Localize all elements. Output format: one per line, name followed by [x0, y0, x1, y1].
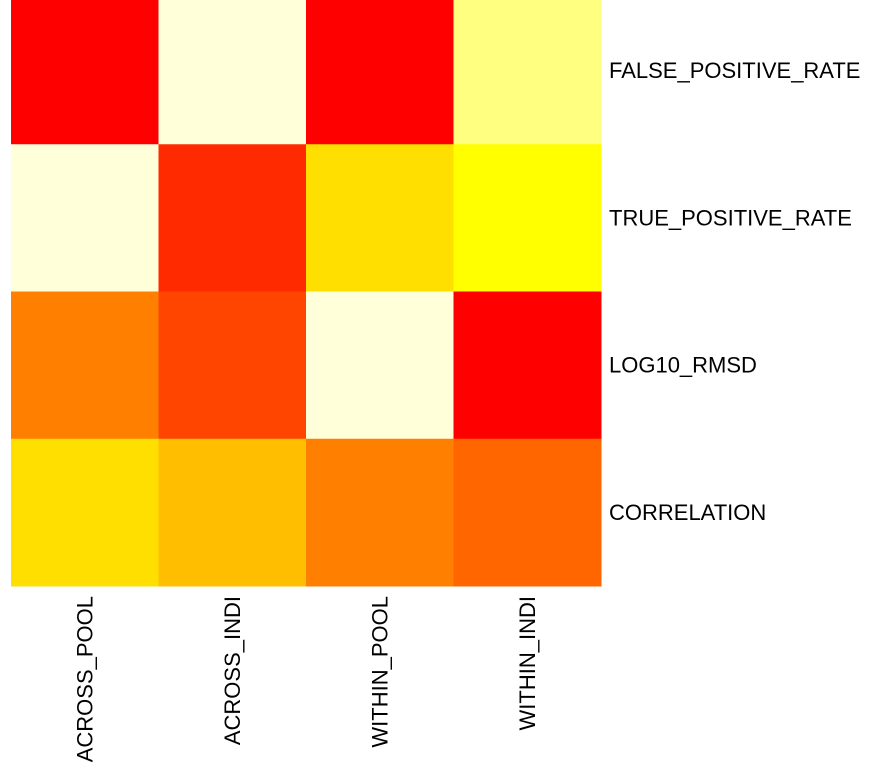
- heatmap-cell-correlation-across-indi: [158, 438, 307, 587]
- row-labels: FALSE_POSITIVE_RATE TRUE_POSITIVE_RATE L…: [609, 58, 860, 525]
- row-label-true-positive-rate: TRUE_POSITIVE_RATE: [609, 205, 852, 230]
- column-label-within-pool: WITHIN_POOL: [367, 596, 392, 748]
- heatmap-cell-true-positive-rate-across-indi: [158, 144, 307, 292]
- column-label-across-indi: ACROSS_INDI: [220, 596, 245, 745]
- heatmap-cells: [11, 0, 602, 587]
- column-label-across-pool: ACROSS_POOL: [72, 596, 97, 762]
- heatmap-cell-false-positive-rate-within-indi: [453, 0, 602, 145]
- column-label-within-indi: WITHIN_INDI: [515, 596, 540, 730]
- heatmap-cell-log10-rmsd-within-indi: [453, 291, 602, 440]
- heatmap-cell-log10-rmsd-across-indi: [158, 291, 307, 440]
- heatmap-cell-false-positive-rate-across-indi: [158, 0, 307, 145]
- heatmap-cell-false-positive-rate-within-pool: [306, 0, 454, 145]
- heatmap-cell-true-positive-rate-within-pool: [306, 144, 454, 292]
- row-label-correlation: CORRELATION: [609, 500, 766, 525]
- heatmap-cell-correlation-within-pool: [306, 438, 454, 587]
- heatmap-cell-correlation-across-pool: [11, 438, 159, 587]
- row-label-false-positive-rate: FALSE_POSITIVE_RATE: [609, 58, 860, 83]
- heatmap-cell-log10-rmsd-within-pool: [306, 291, 454, 440]
- heatmap-cell-true-positive-rate-within-indi: [453, 144, 602, 292]
- row-label-log10-rmsd: LOG10_RMSD: [609, 353, 757, 378]
- heatmap-cell-correlation-within-indi: [453, 438, 602, 587]
- column-labels: ACROSS_POOL ACROSS_INDI WITHIN_POOL WITH…: [72, 596, 540, 762]
- heatmap-cell-true-positive-rate-across-pool: [11, 144, 159, 292]
- heatmap-cell-false-positive-rate-across-pool: [11, 0, 159, 145]
- heatmap-cell-log10-rmsd-across-pool: [11, 291, 159, 440]
